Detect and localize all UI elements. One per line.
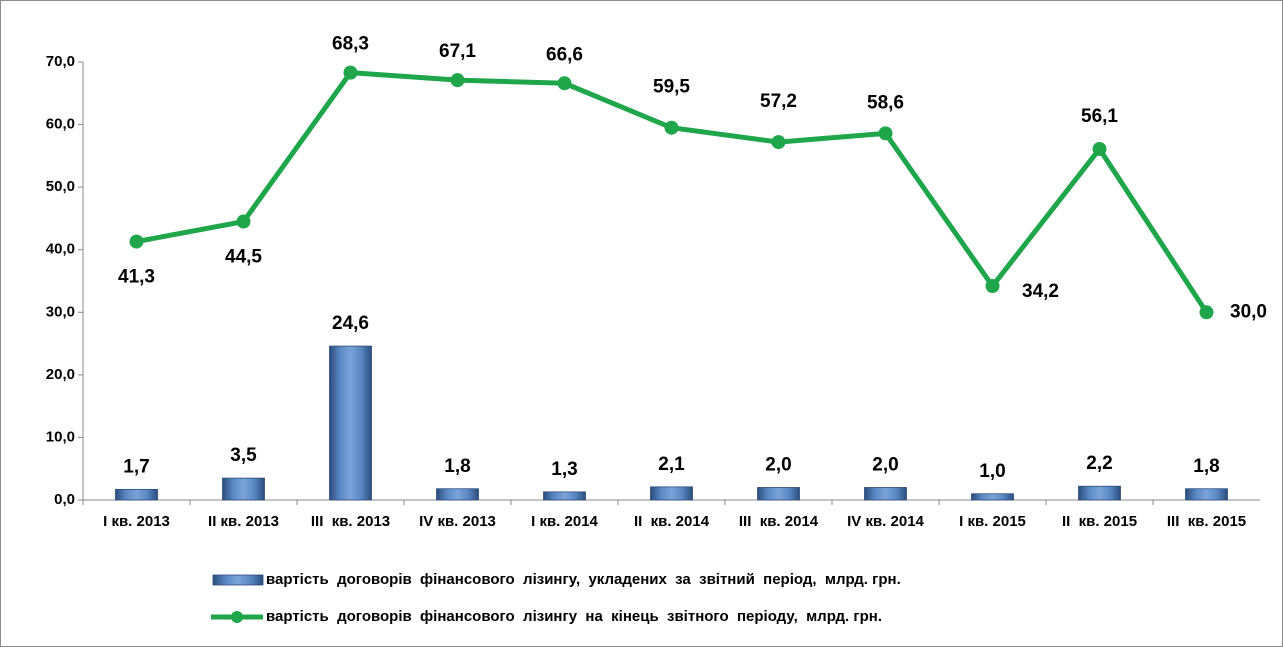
line-value-label: 57,2	[760, 91, 797, 112]
bar-value-label: 2,2	[1086, 453, 1112, 474]
bar-value-label: 24,6	[332, 313, 369, 334]
bar	[650, 486, 693, 501]
x-tick-label: III кв. 2013	[311, 513, 390, 530]
line-point	[1199, 305, 1214, 320]
line-value-label: 34,2	[1022, 281, 1059, 302]
bar-value-label: 1,0	[979, 461, 1005, 482]
x-tick-label: IV кв. 2013	[419, 513, 496, 530]
line-point	[985, 279, 1000, 294]
legend-label: вартість договорів фінансового лізингу н…	[266, 608, 882, 625]
legend-swatch-point	[231, 611, 243, 623]
y-tick-label: 60,0	[46, 116, 75, 133]
x-tick-label: II кв. 2014	[634, 513, 710, 530]
legend-swatch	[212, 574, 264, 586]
x-tick-label: III кв. 2015	[1167, 513, 1246, 530]
bar-value-label: 2,0	[872, 455, 898, 476]
x-tick-label: II кв. 2015	[1062, 513, 1137, 530]
bar-value-label: 3,5	[230, 445, 257, 466]
bar-value-label: 2,0	[765, 455, 791, 476]
legend-label: вартість договорів фінансового лізингу, …	[266, 571, 901, 588]
line-value-label: 68,3	[332, 34, 369, 55]
bar	[543, 491, 586, 501]
x-tick-label: I кв. 2013	[103, 513, 170, 530]
x-tick-label: III кв. 2014	[739, 513, 819, 530]
line-value-label: 66,6	[546, 44, 583, 65]
bar	[1078, 485, 1121, 501]
line-point	[129, 234, 144, 249]
bar	[757, 487, 800, 501]
line-value-label: 56,1	[1081, 106, 1118, 127]
bar	[329, 345, 372, 501]
line-point	[236, 214, 251, 229]
line-value-label: 58,6	[867, 92, 904, 113]
x-tick-label: IV кв. 2014	[847, 513, 924, 530]
x-tick-label: II кв. 2013	[208, 513, 279, 530]
bar	[1185, 488, 1228, 501]
bar	[436, 488, 479, 501]
bar	[222, 477, 265, 501]
line-point	[771, 135, 786, 150]
y-tick-label: 20,0	[46, 366, 75, 383]
bar-value-label: 1,8	[1193, 456, 1219, 477]
line-point	[878, 126, 893, 141]
bar-value-label: 1,8	[444, 456, 470, 477]
y-tick-label: 0,0	[54, 491, 75, 508]
y-tick-label: 50,0	[46, 178, 75, 195]
y-tick-label: 40,0	[46, 241, 75, 258]
bar	[971, 493, 1014, 501]
bar-value-label: 1,3	[551, 459, 577, 480]
y-tick-label: 70,0	[46, 53, 75, 70]
bar	[864, 487, 907, 501]
bar	[115, 488, 158, 501]
line-value-label: 67,1	[439, 41, 476, 62]
line-point	[343, 65, 358, 80]
line-value-label: 30,0	[1230, 301, 1267, 322]
line-value-label: 44,5	[225, 247, 262, 268]
line-value-label: 59,5	[653, 77, 690, 98]
line-point	[557, 76, 572, 91]
y-tick-label: 30,0	[46, 303, 75, 320]
x-tick-label: I кв. 2014	[531, 513, 598, 530]
y-tick-label: 10,0	[46, 428, 75, 445]
line-point	[1092, 141, 1107, 156]
line-value-label: 41,3	[118, 267, 155, 288]
x-tick-label: I кв. 2015	[959, 513, 1026, 530]
line-point	[450, 73, 465, 88]
bar-value-label: 1,7	[123, 456, 149, 477]
bar-value-label: 2,1	[658, 454, 685, 475]
line-point	[664, 120, 679, 135]
